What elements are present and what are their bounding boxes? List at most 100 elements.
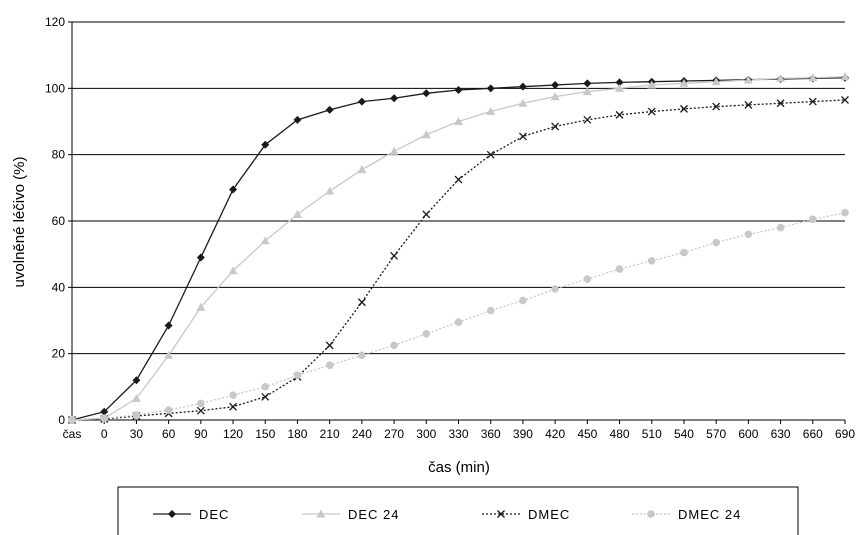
data-point-dmec-24 bbox=[358, 351, 366, 360]
data-point-dmec bbox=[551, 122, 560, 131]
x-marker-stroke bbox=[454, 175, 463, 184]
x-tick-label: 150 bbox=[255, 427, 275, 441]
x-tick-label: 270 bbox=[384, 427, 404, 441]
data-point-dec-24 bbox=[486, 107, 496, 116]
x-tick-label: 570 bbox=[706, 427, 726, 441]
y-tick-label: 40 bbox=[52, 280, 66, 294]
data-point-dmec-24 bbox=[197, 399, 205, 408]
data-point-dmec bbox=[454, 175, 463, 184]
legend-item-dec: DEC bbox=[153, 507, 228, 522]
data-point-dec bbox=[357, 97, 366, 106]
data-point-dmec-24 bbox=[164, 406, 173, 414]
data-point-dmec bbox=[744, 100, 753, 109]
data-point-dmec-24 bbox=[100, 414, 109, 423]
data-point-dec bbox=[132, 376, 141, 385]
y-tick-labels: 0 20 40 60 80 100 120 bbox=[45, 15, 65, 427]
data-point-dmec bbox=[325, 341, 334, 350]
x-tick-label: 690 bbox=[835, 427, 855, 441]
data-point-dmec-24 bbox=[712, 238, 720, 247]
x-marker-stroke bbox=[422, 210, 431, 219]
legend: DEC DEC 24 DMEC DMEC 24 bbox=[117, 486, 799, 535]
data-point-dmec-24 bbox=[325, 361, 334, 370]
data-point-dmec-24 bbox=[390, 341, 398, 350]
x-marker-stroke bbox=[744, 100, 753, 109]
series-line-dec-24 bbox=[71, 76, 846, 421]
data-point-dmec bbox=[712, 102, 721, 111]
data-point-dmec bbox=[229, 402, 238, 411]
data-point-dec bbox=[164, 321, 173, 330]
data-point-dec bbox=[229, 185, 238, 194]
x-marker-stroke bbox=[776, 99, 785, 108]
x-tick-label: 540 bbox=[674, 427, 694, 441]
data-point-dmec-24 bbox=[422, 329, 431, 338]
y-tick-label: 100 bbox=[45, 81, 65, 95]
x-marker-stroke bbox=[679, 104, 688, 113]
x-marker-stroke bbox=[647, 107, 656, 116]
data-point-dmec-24 bbox=[132, 411, 141, 419]
data-point-dmec-24 bbox=[776, 223, 785, 232]
data-point-dmec-24 bbox=[261, 383, 270, 391]
x-tick-label: 240 bbox=[352, 427, 372, 441]
x-tick-label: 90 bbox=[194, 427, 208, 441]
data-point-dec-24 bbox=[292, 209, 302, 218]
data-point-dmec-24 bbox=[454, 318, 463, 326]
data-point-dec-24 bbox=[679, 78, 689, 87]
data-point-dmec-24 bbox=[615, 265, 624, 273]
data-point-dmec-24 bbox=[680, 248, 688, 257]
x-marker-stroke bbox=[390, 251, 399, 260]
x-marker-stroke bbox=[615, 110, 624, 119]
data-point-dec-24 bbox=[454, 117, 463, 125]
data-point-dec-24 bbox=[228, 266, 238, 275]
x-axis-title: čas (min) bbox=[428, 459, 490, 476]
data-point-dec bbox=[422, 89, 431, 98]
data-point-dec bbox=[390, 94, 399, 103]
data-point-dmec-24 bbox=[647, 257, 656, 265]
x-tick-label: 0 bbox=[101, 427, 108, 441]
data-point-dec-24 bbox=[518, 98, 528, 107]
data-point-dec-24 bbox=[615, 83, 625, 92]
x-marker-stroke bbox=[497, 510, 505, 518]
x-tick-label: 450 bbox=[577, 427, 597, 441]
data-point-dec bbox=[325, 105, 334, 114]
data-point-dmec-24 bbox=[583, 275, 592, 283]
legend-item-dmec: DMEC bbox=[482, 507, 570, 522]
x-tick-label: 120 bbox=[223, 427, 243, 441]
data-point-dmec bbox=[647, 107, 656, 116]
x-marker-stroke bbox=[196, 406, 205, 415]
x-tick-label: 300 bbox=[416, 427, 436, 441]
legend-swatch-marker bbox=[497, 510, 505, 518]
x-tick-label: 180 bbox=[287, 427, 307, 441]
x-tick-label: 600 bbox=[738, 427, 758, 441]
data-point-dec-24 bbox=[131, 393, 141, 402]
x-marker-stroke bbox=[325, 341, 334, 350]
data-point-dec bbox=[583, 79, 592, 88]
y-tick-label: 120 bbox=[45, 15, 65, 29]
x-tick-labels: čas 0 30 60 90 120 150 180 210 240 270 300 330 360 390… bbox=[63, 427, 856, 441]
data-point-dec bbox=[196, 253, 205, 262]
x-tick-label: 630 bbox=[771, 427, 791, 441]
legend-box bbox=[117, 486, 799, 535]
x-marker-stroke bbox=[518, 132, 527, 141]
data-point-dmec-24 bbox=[293, 371, 302, 380]
data-point-dec-24 bbox=[582, 87, 592, 96]
data-point-dec-24 bbox=[260, 236, 270, 245]
y-tick-label: 0 bbox=[58, 413, 65, 427]
data-point-dec-24 bbox=[421, 130, 431, 139]
x-tick-label: 360 bbox=[481, 427, 501, 441]
series-line-dmec bbox=[71, 99, 846, 421]
data-point-dec bbox=[293, 115, 302, 124]
data-point-dec-24 bbox=[647, 80, 657, 89]
x-marker-stroke bbox=[583, 115, 592, 124]
data-point-dmec bbox=[261, 392, 270, 401]
legend-swatch-marker bbox=[168, 510, 176, 518]
series-lines bbox=[71, 76, 846, 421]
legend-label: DMEC bbox=[528, 507, 570, 522]
x-tick-label: 510 bbox=[642, 427, 662, 441]
x-tick-label: 60 bbox=[162, 427, 176, 441]
data-point-dmec bbox=[776, 99, 785, 108]
y-tick-label: 80 bbox=[52, 148, 66, 162]
y-tick-label: 60 bbox=[52, 214, 66, 228]
legend-item-dec-24: DEC 24 bbox=[302, 507, 399, 522]
data-point-dmec bbox=[357, 298, 366, 307]
x-marker-stroke bbox=[712, 102, 721, 111]
